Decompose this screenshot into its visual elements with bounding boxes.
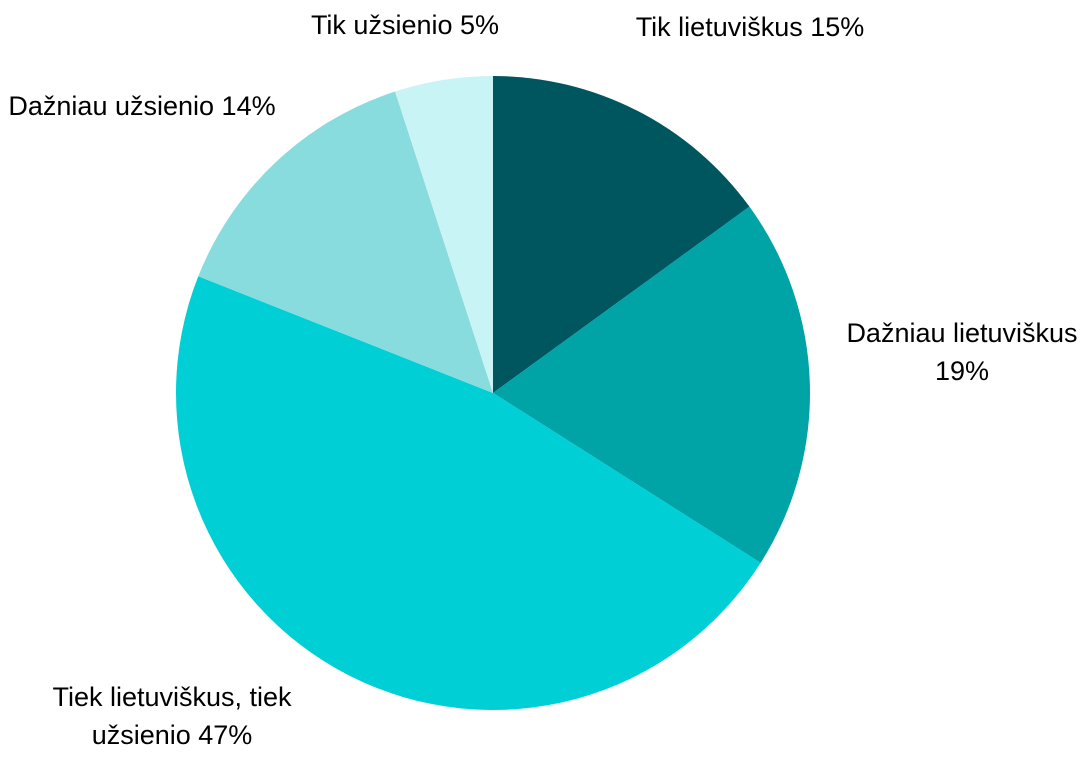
value-label: 47% [198, 720, 253, 750]
value-label: 19% [934, 356, 990, 386]
slice-label: Dažniau lietuviškus 19% [837, 314, 1087, 390]
pie-slice [493, 76, 750, 393]
pie-slice [493, 206, 810, 563]
category-name: Tiek lietuviškus, tiek užsienio [52, 682, 292, 750]
category-name: Dažniau užsienio [8, 91, 215, 121]
pie-slice [395, 76, 493, 393]
slice-label: Dažniau užsienio 14% [7, 87, 277, 125]
slice-label: Tik lietuviškus 15% [635, 8, 865, 46]
category-name: Dažniau lietuviškus [846, 318, 1078, 348]
slice-label: Tiek lietuviškus, tiek užsienio 47% [37, 678, 307, 754]
pie-slice [198, 91, 493, 394]
value-label: 14% [221, 91, 276, 121]
value-label: 15% [810, 12, 865, 42]
category-name: Tik užsienio [310, 10, 453, 40]
category-name: Tik lietuviškus [635, 12, 803, 42]
value-label: 5% [460, 10, 500, 40]
slice-label: Tik užsienio 5% [255, 6, 555, 44]
pie-slice [175, 276, 761, 711]
